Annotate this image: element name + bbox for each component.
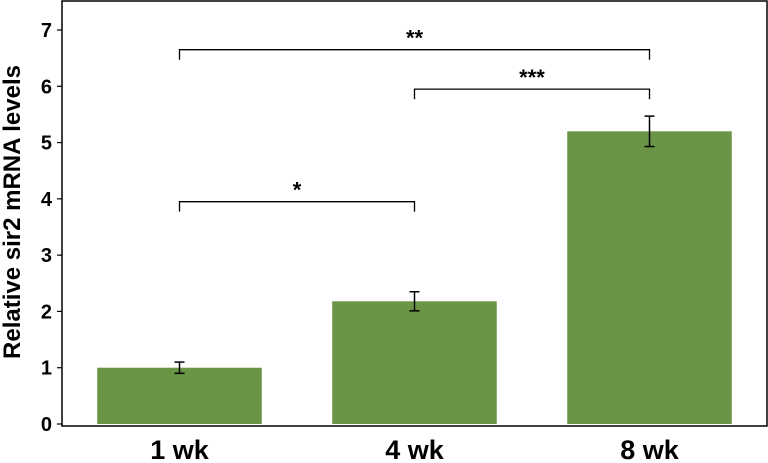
error-bar	[409, 290, 420, 312]
y-tick-label: 6	[41, 76, 52, 98]
x-category-label: 8 wk	[620, 435, 680, 463]
bars	[97, 131, 732, 425]
y-axis-ticks: 0 1 2 3 4 5 6 7	[41, 20, 62, 436]
bar	[97, 367, 262, 424]
significance-bracket: **	[178, 26, 651, 60]
y-tick-label: 1	[41, 358, 52, 380]
y-tick-label: 7	[41, 20, 52, 42]
x-category-label: 1 wk	[150, 435, 210, 463]
y-axis-label: Relative sir2 mRNA levels	[0, 65, 26, 359]
error-bar	[644, 115, 655, 148]
y-tick-label: 4	[41, 189, 53, 211]
y-tick-label: 0	[41, 414, 52, 436]
bar	[567, 131, 732, 425]
error-bars	[174, 115, 655, 375]
y-tick-label: 3	[41, 245, 52, 267]
plot-frame	[61, 0, 768, 427]
significance-brackets: ******	[178, 26, 651, 212]
error-bar	[174, 361, 185, 375]
significance-bracket: *	[178, 178, 416, 212]
significance-label: **	[406, 26, 424, 51]
x-axis-labels: 1 wk 4 wk 8 wk	[150, 435, 680, 463]
significance-label: ***	[519, 65, 545, 90]
y-tick-label: 2	[41, 301, 52, 323]
significance-label: *	[293, 178, 302, 203]
significance-bracket: ***	[413, 65, 651, 100]
bar	[332, 301, 497, 424]
x-category-label: 4 wk	[385, 435, 445, 463]
y-tick-label: 5	[41, 133, 52, 155]
